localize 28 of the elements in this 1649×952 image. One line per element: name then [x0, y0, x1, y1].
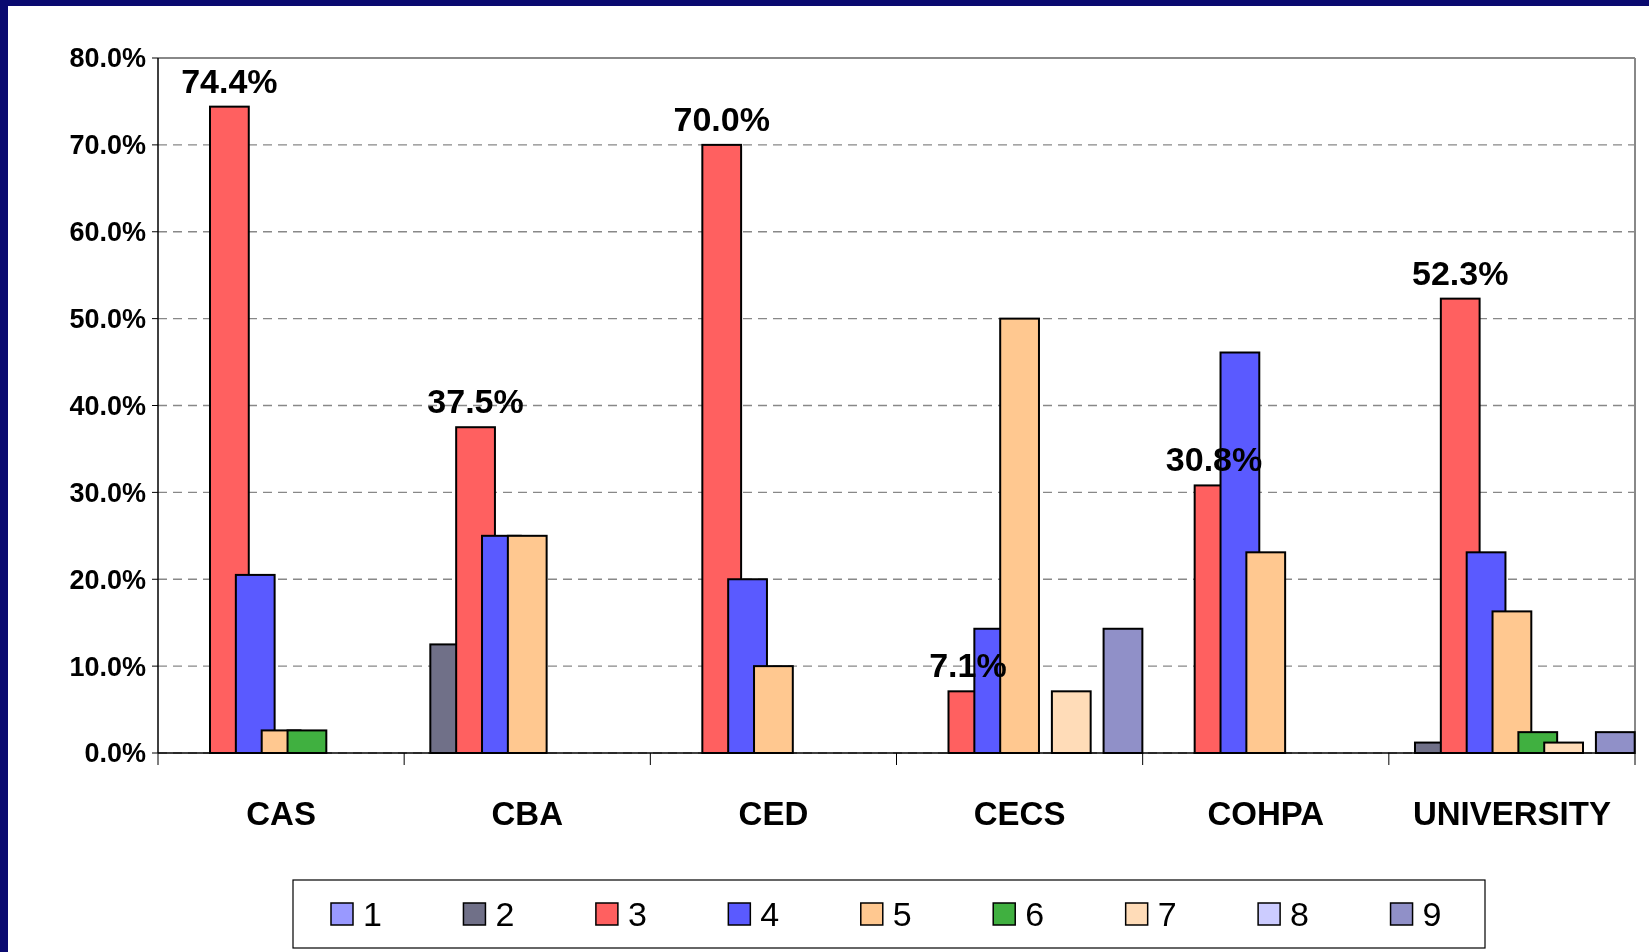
y-tick-label: 0.0%	[84, 738, 146, 769]
x-tick-label: CECS	[973, 795, 1066, 832]
x-tick-label: UNIVERSITY	[1412, 795, 1611, 832]
data-label: 70.0%	[673, 99, 770, 138]
data-label: 37.5%	[427, 382, 524, 421]
legend-label: 2	[495, 895, 515, 934]
data-label: 52.3%	[1412, 253, 1509, 292]
legend-label: 5	[892, 895, 912, 934]
legend-label: 3	[627, 895, 647, 934]
x-tick-label: CBA	[491, 795, 563, 832]
y-tick-label: 80.0%	[69, 43, 146, 74]
legend-label: 1	[363, 895, 382, 934]
legend-label: 6	[1025, 895, 1045, 934]
data-label: 74.4%	[181, 61, 278, 100]
legend-label: 4	[760, 895, 780, 934]
y-tick-label: 10.0%	[69, 651, 146, 682]
legend-label: 9	[1422, 895, 1442, 934]
y-tick-label: 40.0%	[69, 390, 146, 421]
x-tick-label: CAS	[246, 795, 316, 832]
y-tick-label: 50.0%	[69, 304, 146, 335]
y-tick-label: 70.0%	[69, 130, 146, 161]
y-tick-label: 60.0%	[69, 217, 146, 248]
legend-label: 7	[1157, 895, 1177, 934]
x-tick-label: COHPA	[1207, 795, 1325, 832]
y-tick-label: 30.0%	[69, 477, 146, 508]
x-tick-label: CED	[738, 795, 809, 832]
y-tick-label: 20.0%	[69, 564, 146, 595]
legend-label: 8	[1290, 895, 1310, 934]
